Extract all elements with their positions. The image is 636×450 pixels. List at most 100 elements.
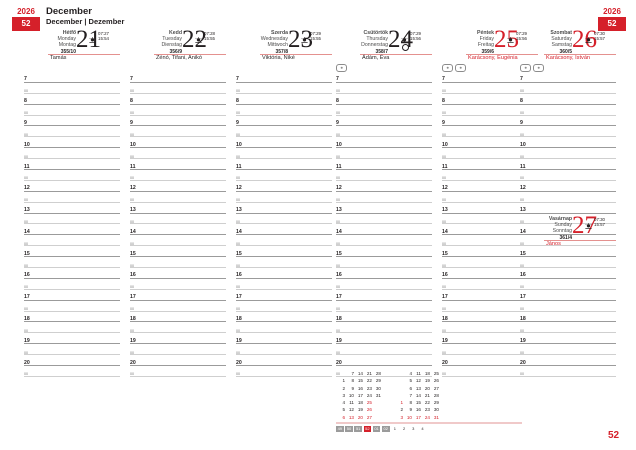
half-hour-row[interactable]: 00: [236, 366, 332, 377]
half-hour-row[interactable]: 00: [130, 366, 226, 377]
hour-row[interactable]: 11: [336, 159, 432, 171]
hour-row[interactable]: 13: [336, 203, 432, 214]
half-hour-row[interactable]: 00: [24, 235, 120, 247]
hour-row[interactable]: 14: [236, 224, 332, 236]
hour-row[interactable]: 17: [442, 290, 538, 301]
hour-row[interactable]: 20: [336, 355, 432, 367]
hour-row[interactable]: 8: [130, 94, 226, 105]
hour-row[interactable]: 8: [236, 94, 332, 105]
hour-row[interactable]: 7: [24, 72, 120, 83]
hour-row[interactable]: 7: [442, 72, 538, 83]
half-hour-row[interactable]: 00: [520, 192, 616, 203]
hour-row[interactable]: 20: [442, 355, 538, 367]
hour-row[interactable]: 20: [130, 355, 226, 367]
hour-row[interactable]: 9: [520, 116, 616, 127]
hour-row[interactable]: 7: [336, 72, 432, 83]
half-hour-row[interactable]: 00: [24, 126, 120, 138]
hour-row[interactable]: 15: [130, 246, 226, 258]
hour-row[interactable]: 18: [24, 312, 120, 323]
hour-row[interactable]: 15: [520, 246, 616, 258]
hour-grid[interactable]: 7 00 8 00 9 00 10 00 11 00 12 00 13 00 14 00 15 00 16 00 17 0…: [236, 72, 332, 377]
half-hour-row[interactable]: 00: [520, 366, 616, 377]
half-hour-row[interactable]: 00: [520, 301, 616, 312]
half-hour-row[interactable]: 00: [24, 214, 120, 225]
half-hour-row[interactable]: 00: [24, 279, 120, 290]
half-hour-row[interactable]: 00: [442, 170, 538, 181]
half-hour-row[interactable]: 00: [520, 105, 616, 116]
half-hour-row[interactable]: 00: [130, 126, 226, 138]
hour-row[interactable]: 20: [236, 355, 332, 367]
half-hour-row[interactable]: 00: [24, 257, 120, 269]
half-hour-row[interactable]: 00: [336, 192, 432, 203]
half-hour-row[interactable]: 00: [442, 214, 538, 225]
hour-grid[interactable]: 7 00 8 00 9 00 10 00 11 00 12 00 13 00 14 00 15 00 16 00 17 0…: [442, 72, 538, 377]
hour-row[interactable]: 19: [236, 333, 332, 345]
half-hour-row[interactable]: 00: [442, 322, 538, 334]
half-hour-row[interactable]: 00: [236, 322, 332, 334]
hour-row[interactable]: 18: [442, 312, 538, 323]
half-hour-row[interactable]: 00: [442, 148, 538, 160]
week-number-box[interactable]: 51: [354, 426, 362, 433]
hour-grid[interactable]: 7 00 8 00 9 00 10 00 11 00 12 00 13 00 14 00 15 00 16 00 17 0…: [130, 72, 226, 377]
half-hour-row[interactable]: 00: [442, 279, 538, 290]
half-hour-row[interactable]: 00: [130, 344, 226, 356]
half-hour-row[interactable]: 00: [336, 257, 432, 269]
hour-row[interactable]: 10: [24, 137, 120, 149]
half-hour-row[interactable]: 00: [24, 366, 120, 377]
half-hour-row[interactable]: 00: [336, 214, 432, 225]
hour-row[interactable]: 10: [130, 137, 226, 149]
half-hour-row[interactable]: 00: [336, 105, 432, 116]
half-hour-row[interactable]: 00: [442, 301, 538, 312]
hour-row[interactable]: 12: [236, 181, 332, 192]
half-hour-row[interactable]: 00: [24, 322, 120, 334]
hour-row[interactable]: 19: [442, 333, 538, 345]
week-number-box[interactable]: 52: [363, 426, 372, 433]
hour-row[interactable]: 12: [520, 181, 616, 192]
half-hour-row[interactable]: 00: [130, 279, 226, 290]
half-hour-row[interactable]: 00: [520, 214, 616, 225]
week-number-box[interactable]: 49: [336, 426, 344, 433]
half-hour-row[interactable]: 00: [236, 192, 332, 203]
half-hour-row[interactable]: 00: [442, 126, 538, 138]
half-hour-row[interactable]: 00: [520, 322, 616, 334]
half-hour-row[interactable]: 00: [130, 301, 226, 312]
hour-row[interactable]: 11: [520, 159, 616, 171]
hour-grid[interactable]: 7 00 8 00 9 00 10 00 11 00 12 00 13 00 14 00 15 00 16 00 17 0…: [336, 72, 432, 377]
hour-row[interactable]: 7: [236, 72, 332, 83]
hour-row[interactable]: 16: [336, 268, 432, 279]
hour-row[interactable]: 12: [336, 181, 432, 192]
hour-row[interactable]: 15: [24, 246, 120, 258]
hour-row[interactable]: 9: [442, 116, 538, 127]
half-hour-row[interactable]: 00: [442, 235, 538, 247]
hour-row[interactable]: 10: [336, 137, 432, 149]
half-hour-row[interactable]: 00: [336, 366, 432, 377]
hour-row[interactable]: 15: [236, 246, 332, 258]
half-hour-row[interactable]: 00: [236, 105, 332, 116]
hour-row[interactable]: 15: [442, 246, 538, 258]
hour-row[interactable]: 18: [130, 312, 226, 323]
half-hour-row[interactable]: 00: [236, 301, 332, 312]
week-number-box[interactable]: 01: [372, 426, 381, 433]
hour-row[interactable]: 19: [520, 333, 616, 345]
hour-row[interactable]: 16: [520, 268, 616, 279]
hour-row[interactable]: 12: [24, 181, 120, 192]
half-hour-row[interactable]: 00: [442, 192, 538, 203]
half-hour-row[interactable]: 00: [24, 301, 120, 312]
hour-row[interactable]: 14: [24, 224, 120, 236]
half-hour-row[interactable]: 00: [336, 235, 432, 247]
half-hour-row[interactable]: 00: [24, 344, 120, 356]
hour-row[interactable]: 9: [236, 116, 332, 127]
hour-grid[interactable]: 7 00 8 00 9 00 10 00 11 00 12 00 13 00 14 00 15 00 16 00 17 0…: [24, 72, 120, 377]
hour-row[interactable]: 9: [24, 116, 120, 127]
half-hour-row[interactable]: 00: [442, 83, 538, 94]
half-hour-row[interactable]: 00: [336, 279, 432, 290]
half-hour-row[interactable]: 00: [236, 344, 332, 356]
half-hour-row[interactable]: 00: [236, 83, 332, 94]
hour-row[interactable]: 17: [520, 290, 616, 301]
hour-row[interactable]: 11: [442, 159, 538, 171]
half-hour-row[interactable]: 00: [336, 83, 432, 94]
hour-grid[interactable]: 7 00 8 00 9 00 10 00 11 00 12 00 13 00 14 00 15 00 16 00 17 0…: [520, 72, 616, 377]
hour-row[interactable]: 12: [442, 181, 538, 192]
hour-row[interactable]: 16: [236, 268, 332, 279]
hour-row[interactable]: 17: [24, 290, 120, 301]
